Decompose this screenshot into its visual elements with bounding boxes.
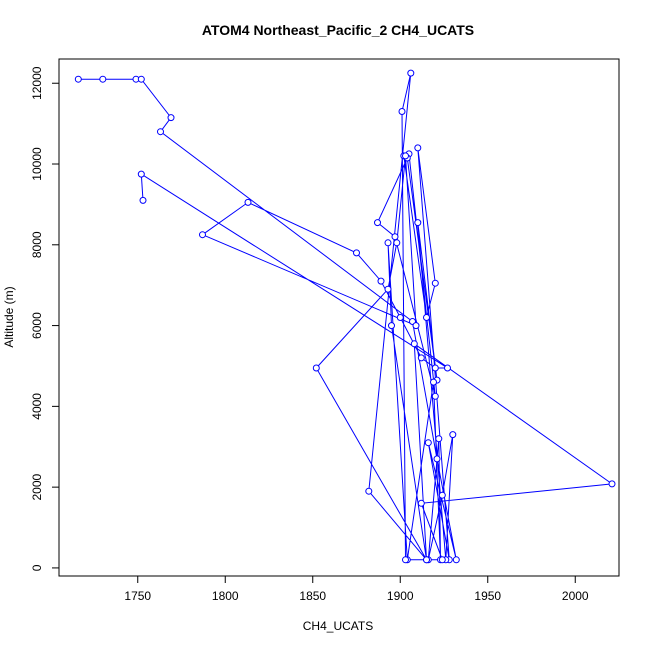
- x-tick-label: 1900: [387, 589, 414, 603]
- x-tick-label: 2000: [562, 589, 589, 603]
- y-tick-label: 10000: [30, 147, 44, 181]
- data-point: [402, 152, 409, 160]
- data-point: [388, 322, 395, 330]
- data-point: [244, 198, 252, 206]
- data-point: [398, 108, 406, 115]
- x-tick-label: 1750: [124, 589, 151, 603]
- y-axis: 0 2000 4000 6000 8000 10000 12000: [30, 66, 60, 571]
- data-point: [449, 431, 457, 439]
- data-point: [431, 279, 439, 287]
- series-line: [78, 72, 614, 561]
- y-tick-label: 4000: [30, 393, 44, 420]
- data-point: [438, 491, 446, 499]
- data-point: [431, 392, 439, 400]
- data-point: [414, 219, 422, 227]
- data-point: [137, 75, 145, 83]
- y-axis-label: Altitude (m): [2, 286, 16, 347]
- data-point: [438, 556, 446, 564]
- data-point: [377, 277, 385, 285]
- data-point: [431, 364, 439, 372]
- data-point: [396, 314, 404, 321]
- data-point: [417, 354, 425, 362]
- x-tick-label: 1850: [299, 589, 326, 603]
- x-tick-label: 1950: [474, 589, 501, 603]
- series-layer: [74, 69, 616, 564]
- x-tick-label: 1800: [212, 589, 239, 603]
- data-point: [199, 231, 206, 239]
- data-point: [99, 75, 107, 83]
- data-point: [608, 480, 616, 488]
- y-tick-label: 12000: [30, 66, 44, 100]
- data-point: [452, 556, 460, 564]
- data-point: [410, 340, 418, 348]
- data-point: [423, 556, 430, 564]
- data-point: [384, 239, 392, 247]
- chart-title: ATOM4 Northeast_Pacific_2 CH4_UCATS: [202, 22, 474, 38]
- data-point: [444, 364, 451, 372]
- x-axis-label: CH4_UCATS: [303, 619, 373, 633]
- data-point: [430, 378, 437, 386]
- y-tick-label: 6000: [30, 312, 44, 339]
- data-point: [417, 499, 425, 507]
- data-point: [157, 128, 164, 136]
- data-point: [435, 435, 443, 443]
- data-point: [167, 114, 175, 122]
- data-point: [393, 239, 401, 247]
- data-point: [353, 249, 360, 257]
- data-point: [365, 487, 373, 495]
- data-point: [374, 219, 381, 227]
- y-tick-label: 2000: [30, 473, 44, 500]
- data-point: [412, 322, 420, 330]
- data-point: [414, 144, 422, 152]
- data-point: [402, 556, 409, 564]
- y-tick-label: 8000: [30, 231, 44, 258]
- data-point: [423, 314, 430, 321]
- data-point: [137, 170, 145, 178]
- y-tick-label: 0: [30, 564, 44, 571]
- plot-frame: [58, 58, 620, 577]
- x-axis: 1750 1800 1850 1900 1950 2000: [124, 575, 589, 603]
- data-point: [74, 75, 82, 83]
- data-point: [433, 455, 441, 463]
- data-point: [312, 364, 320, 372]
- data-point: [391, 233, 399, 241]
- data-point: [139, 196, 147, 204]
- data-point: [424, 439, 432, 447]
- data-point: [407, 69, 415, 77]
- data-point: [384, 285, 392, 293]
